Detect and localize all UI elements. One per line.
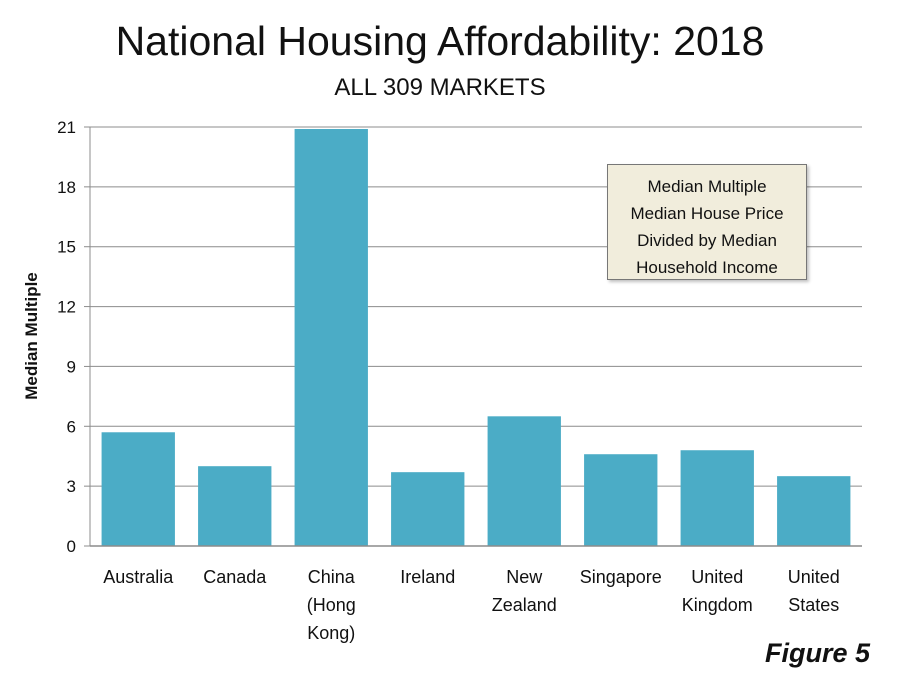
y-tick-label: 9 — [67, 357, 76, 376]
x-tick-label: States — [788, 595, 839, 615]
y-tick-label: 15 — [57, 238, 76, 257]
figure-label: Figure 5 — [764, 638, 870, 668]
note-line: Median House Price — [630, 204, 784, 223]
y-axis-title: Median Multiple — [22, 272, 41, 400]
bar — [198, 466, 272, 546]
chart-subtitle: ALL 309 MARKETS — [334, 74, 546, 101]
y-tick-labels: 0 3 6 9 12 15 18 21 — [57, 118, 76, 556]
legend-note-box: Median Multiple Median House Price Divid… — [607, 164, 807, 280]
x-tick-label: Kong) — [307, 623, 355, 643]
x-tick-label: Australia — [103, 567, 174, 587]
x-tick-label: Singapore — [580, 567, 662, 587]
y-tick-label: 6 — [67, 417, 76, 436]
bar — [680, 450, 754, 546]
bar — [777, 476, 851, 546]
x-tick-label: China — [308, 567, 356, 587]
y-tick-label: 3 — [67, 477, 76, 496]
x-tick-label: (Hong — [307, 595, 356, 615]
y-tick-label: 21 — [57, 118, 76, 137]
note-line: Median Multiple — [647, 177, 767, 196]
note-line: Household Income — [636, 258, 778, 277]
bar — [584, 454, 658, 546]
y-tick-label: 18 — [57, 178, 76, 197]
bars — [101, 128, 851, 546]
x-tick-label: Canada — [203, 567, 267, 587]
x-tick-label: New — [506, 567, 543, 587]
x-tick-label: United — [691, 567, 743, 587]
note-line: Divided by Median — [637, 231, 777, 250]
bar — [101, 432, 175, 546]
x-tick-label: Zealand — [492, 595, 557, 615]
x-tick-label: Kingdom — [682, 595, 753, 615]
chart-title: National Housing Affordability: 2018 — [115, 18, 765, 64]
bar — [391, 472, 465, 546]
x-tick-label: United — [788, 567, 840, 587]
y-tick-label: 0 — [67, 537, 76, 556]
y-tick-label: 12 — [57, 298, 76, 317]
bar — [487, 416, 561, 546]
x-tick-label: Ireland — [400, 567, 455, 587]
bar — [294, 128, 368, 546]
x-category-labels: Australia Canada China (Hong Kong) Ireland New… — [103, 567, 840, 643]
axes — [84, 126, 862, 547]
